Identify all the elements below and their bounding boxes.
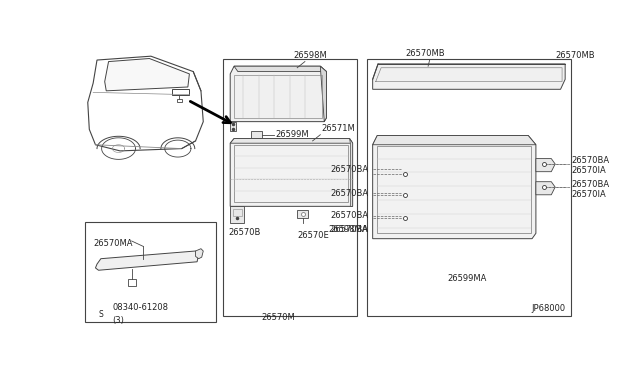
Polygon shape <box>349 139 353 206</box>
Bar <box>297 210 308 218</box>
Text: 26570M: 26570M <box>261 312 295 322</box>
Text: 26570BA: 26570BA <box>572 180 609 189</box>
Text: 26570MA: 26570MA <box>93 240 132 248</box>
Bar <box>172 89 189 95</box>
Polygon shape <box>105 58 189 91</box>
Bar <box>378 146 531 232</box>
Polygon shape <box>372 135 536 145</box>
Text: 26570BA: 26570BA <box>330 189 368 198</box>
Text: 26570IA: 26570IA <box>572 190 606 199</box>
Text: 26570E: 26570E <box>297 231 329 240</box>
Bar <box>230 206 244 223</box>
Polygon shape <box>536 182 555 195</box>
Bar <box>128 279 136 286</box>
Bar <box>86 222 216 322</box>
Text: (3): (3) <box>113 317 124 326</box>
Polygon shape <box>88 56 204 151</box>
Polygon shape <box>372 64 565 89</box>
Bar <box>234 145 348 202</box>
Polygon shape <box>234 66 326 71</box>
Text: 26598M: 26598M <box>293 51 327 60</box>
Text: 26570BA: 26570BA <box>330 165 368 174</box>
Polygon shape <box>95 251 198 270</box>
Polygon shape <box>230 139 353 206</box>
Text: S: S <box>99 310 103 318</box>
Polygon shape <box>196 249 204 259</box>
Text: 26598MA: 26598MA <box>328 225 368 234</box>
Text: 26599M: 26599M <box>276 130 309 139</box>
Polygon shape <box>230 139 353 143</box>
Text: 26570BA: 26570BA <box>572 155 609 165</box>
Bar <box>230 122 236 131</box>
Polygon shape <box>230 66 326 122</box>
Polygon shape <box>372 135 536 239</box>
Text: 26570MB: 26570MB <box>555 51 595 60</box>
Text: 26571M: 26571M <box>322 124 356 133</box>
Polygon shape <box>536 158 555 172</box>
Text: 26570MB: 26570MB <box>405 49 445 58</box>
Polygon shape <box>320 66 326 122</box>
Text: 26599MA: 26599MA <box>447 274 486 283</box>
Text: JP68000: JP68000 <box>531 304 565 312</box>
Bar <box>367 58 570 317</box>
Bar <box>251 131 262 139</box>
Bar <box>177 99 182 102</box>
Text: 26570BA: 26570BA <box>330 225 368 234</box>
Bar <box>232 209 242 216</box>
Text: 26570IA: 26570IA <box>572 166 606 174</box>
Text: 26570B: 26570B <box>228 228 260 237</box>
Bar <box>223 58 357 317</box>
Bar <box>234 76 322 118</box>
Text: 26570BA: 26570BA <box>330 211 368 220</box>
Text: 08340-61208: 08340-61208 <box>113 303 168 312</box>
